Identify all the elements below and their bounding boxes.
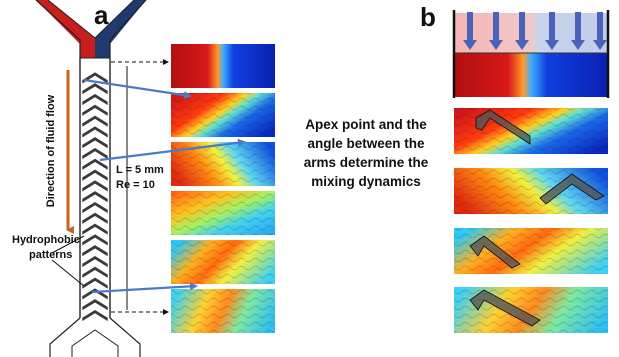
- hydrophobic-patterns-label: Hydrophobic patterns: [12, 233, 80, 263]
- center-text-line1: Apex point and the: [305, 117, 427, 132]
- chevron-pattern: [81, 93, 109, 107]
- channel-parameters: L = 5 mm Re = 10: [116, 163, 164, 193]
- panel-label-b: b: [420, 2, 436, 32]
- inflow-arrow: [463, 12, 477, 50]
- hydrophobic-chevrons: [81, 71, 109, 323]
- inflow-arrow: [489, 12, 503, 50]
- chevron-pattern: [81, 255, 109, 269]
- panel-label-a: a: [94, 0, 109, 30]
- cross-section-1: [171, 44, 275, 88]
- cross-section-stack: [171, 44, 275, 333]
- flow-direction-label: Direction of fluid flow: [45, 94, 57, 208]
- inflow-arrow: [593, 12, 607, 50]
- inflow-arrow: [571, 12, 585, 50]
- cross-section-6: [171, 289, 275, 333]
- center-text-line3: arms determine the: [303, 155, 429, 170]
- detail-section-3: [454, 228, 608, 274]
- chevron-pattern: [81, 190, 109, 204]
- chevron-pattern: [81, 233, 109, 247]
- detail-section-2: [454, 168, 608, 214]
- chevron-pattern: [81, 125, 109, 139]
- chevron-pattern: [81, 287, 109, 301]
- chevron-pattern: [81, 244, 109, 258]
- chevron-pattern: [81, 222, 109, 236]
- detail-section-1: [454, 108, 608, 154]
- chevron-overlay: [469, 289, 541, 327]
- chevron-overlay: [469, 235, 521, 269]
- chevron-pattern: [81, 136, 109, 150]
- hydrophobic-label-line2: patterns: [29, 249, 73, 261]
- pointer-arrow-3: [91, 282, 198, 294]
- chevron-pattern: [81, 114, 109, 128]
- cross-section-4: [171, 191, 275, 235]
- chevron-pattern: [81, 276, 109, 290]
- inflow-arrow: [545, 12, 559, 50]
- pointer-arrow-1: [83, 78, 192, 100]
- chevron-pattern: [81, 168, 109, 182]
- center-annotation: Apex point and the angle between the arm…: [286, 115, 446, 191]
- chevron-pattern: [81, 201, 109, 215]
- cross-section-5: [171, 240, 275, 284]
- pointer-arrow-2: [99, 138, 246, 162]
- chevron-pattern: [81, 82, 109, 96]
- chevron-overlay: [475, 109, 531, 145]
- chevron-pattern: [81, 147, 109, 161]
- inflow-arrow: [515, 12, 529, 50]
- inflow-arrows: [463, 12, 607, 50]
- center-text-line2: angle between the: [307, 136, 425, 151]
- cross-section-detail-stack: [454, 108, 608, 333]
- chevron-pattern: [81, 266, 109, 279]
- length-label: L = 5 mm: [116, 164, 164, 176]
- chevron-pattern: [81, 158, 109, 171]
- chevron-overlay: [539, 173, 605, 205]
- reynolds-label: Re = 10: [116, 179, 155, 191]
- cross-section-2: [171, 93, 275, 137]
- hydrophobic-label-line1: Hydrophobic: [12, 234, 80, 246]
- chevron-pattern: [81, 179, 109, 193]
- chevron-pattern: [81, 212, 109, 225]
- center-text-line4: mixing dynamics: [311, 174, 421, 189]
- detail-section-4: [454, 287, 608, 333]
- chevron-pattern: [81, 298, 109, 312]
- chevron-pattern: [81, 309, 109, 323]
- top-view-box: [452, 10, 610, 98]
- chevron-pattern: [81, 104, 109, 117]
